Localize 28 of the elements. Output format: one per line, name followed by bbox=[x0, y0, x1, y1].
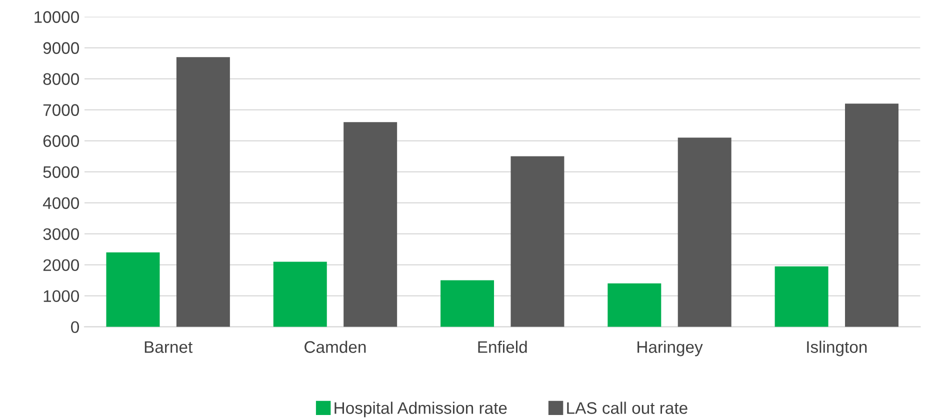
y-tick-label: 7000 bbox=[43, 104, 79, 116]
x-tick-label: Barnet bbox=[144, 341, 193, 353]
y-tick-label: 1000 bbox=[44, 290, 79, 302]
y-tick-label: 5000 bbox=[43, 166, 79, 178]
bar bbox=[510, 156, 564, 327]
y-tick-label: 4000 bbox=[42, 197, 79, 209]
y-tick-label: 6000 bbox=[43, 135, 79, 147]
y-tick-label: 0 bbox=[71, 321, 79, 334]
bar bbox=[845, 104, 898, 327]
legend-label: LAS call out rate bbox=[567, 402, 688, 414]
x-tick-label: Islington bbox=[807, 340, 867, 356]
y-tick-label: 10000 bbox=[34, 11, 79, 23]
y-tick-label: 3000 bbox=[43, 228, 79, 240]
x-tick-label: Enfield bbox=[478, 340, 527, 353]
bar bbox=[273, 262, 327, 327]
bar bbox=[678, 138, 732, 327]
x-tick-label: Haringey bbox=[638, 340, 703, 356]
bar bbox=[176, 57, 230, 327]
bar bbox=[106, 252, 160, 327]
y-tick-label: 8000 bbox=[43, 73, 79, 85]
legend-label: Hospital Admission rate bbox=[334, 402, 507, 418]
bar bbox=[440, 280, 494, 327]
y-tick-label: 9000 bbox=[43, 42, 79, 54]
bar bbox=[774, 266, 828, 327]
x-tick-label: Camden bbox=[304, 340, 366, 353]
bar bbox=[344, 122, 398, 327]
y-tick-label: 2000 bbox=[43, 259, 79, 272]
bar bbox=[608, 283, 662, 327]
